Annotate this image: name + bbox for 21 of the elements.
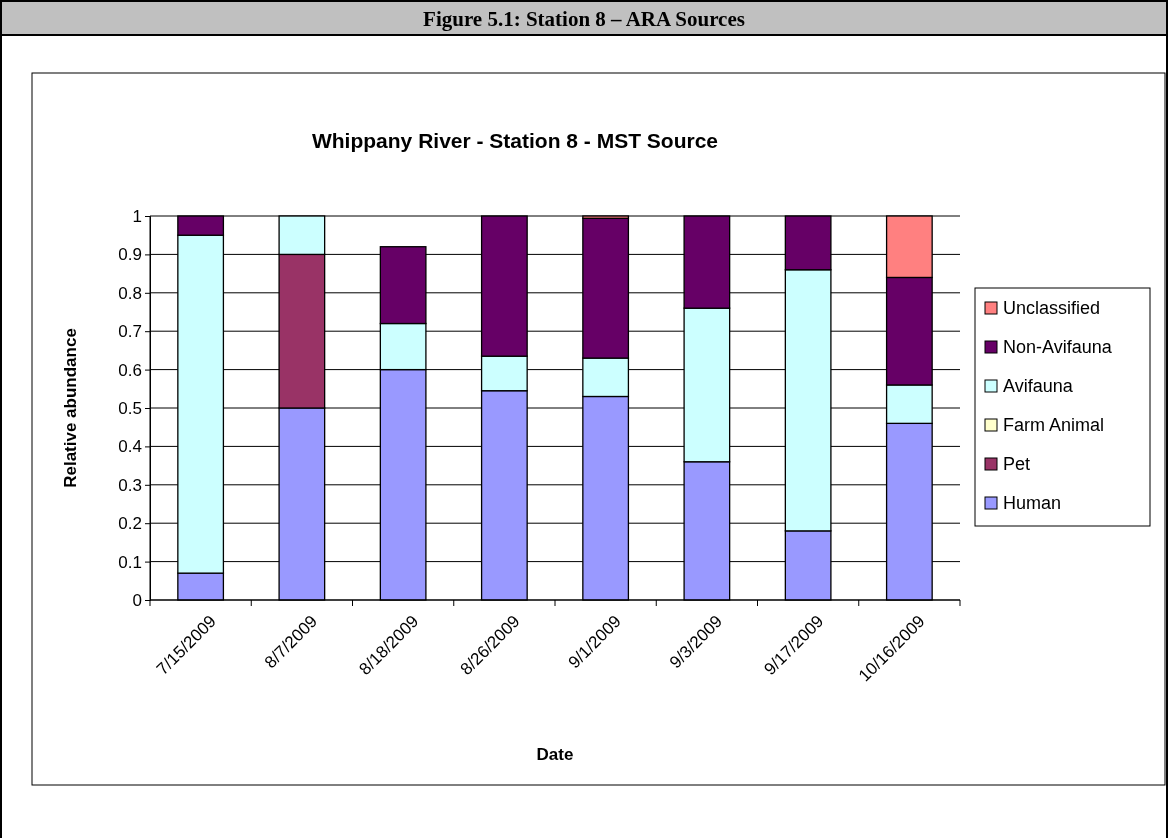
legend-label: Avifauna xyxy=(1003,376,1074,396)
y-tick-label: 0.3 xyxy=(118,475,142,495)
caption: Figure 5.1: Station 8 – ARA Sources xyxy=(423,7,745,31)
y-axis-title: Relative abundance xyxy=(61,328,80,488)
y-tick-label: 0.4 xyxy=(118,437,142,457)
legend-label: Unclassified xyxy=(1003,298,1101,318)
y-tick-label: 0.6 xyxy=(118,360,142,380)
y-tick-label: 0 xyxy=(132,590,142,610)
chart-title: Whippany River - Station 8 - MST Source xyxy=(311,129,719,152)
legend-label: Farm Animal xyxy=(1003,415,1105,435)
y-tick-label: 0.5 xyxy=(118,398,142,418)
y-tick-label: 0.9 xyxy=(118,245,142,265)
legend-label: Non-Avifauna xyxy=(1003,337,1113,357)
y-tick-label: 0.2 xyxy=(118,514,142,534)
y-tick-label: 0.1 xyxy=(118,552,142,572)
y-tick-label: 0.7 xyxy=(118,322,142,342)
y-tick-label: 0.8 xyxy=(118,283,142,303)
x-axis-title: Date xyxy=(536,745,574,764)
y-tick-label: 1 xyxy=(132,206,142,226)
legend-label: Human xyxy=(1003,493,1062,513)
legend-label: Pet xyxy=(1003,454,1031,474)
